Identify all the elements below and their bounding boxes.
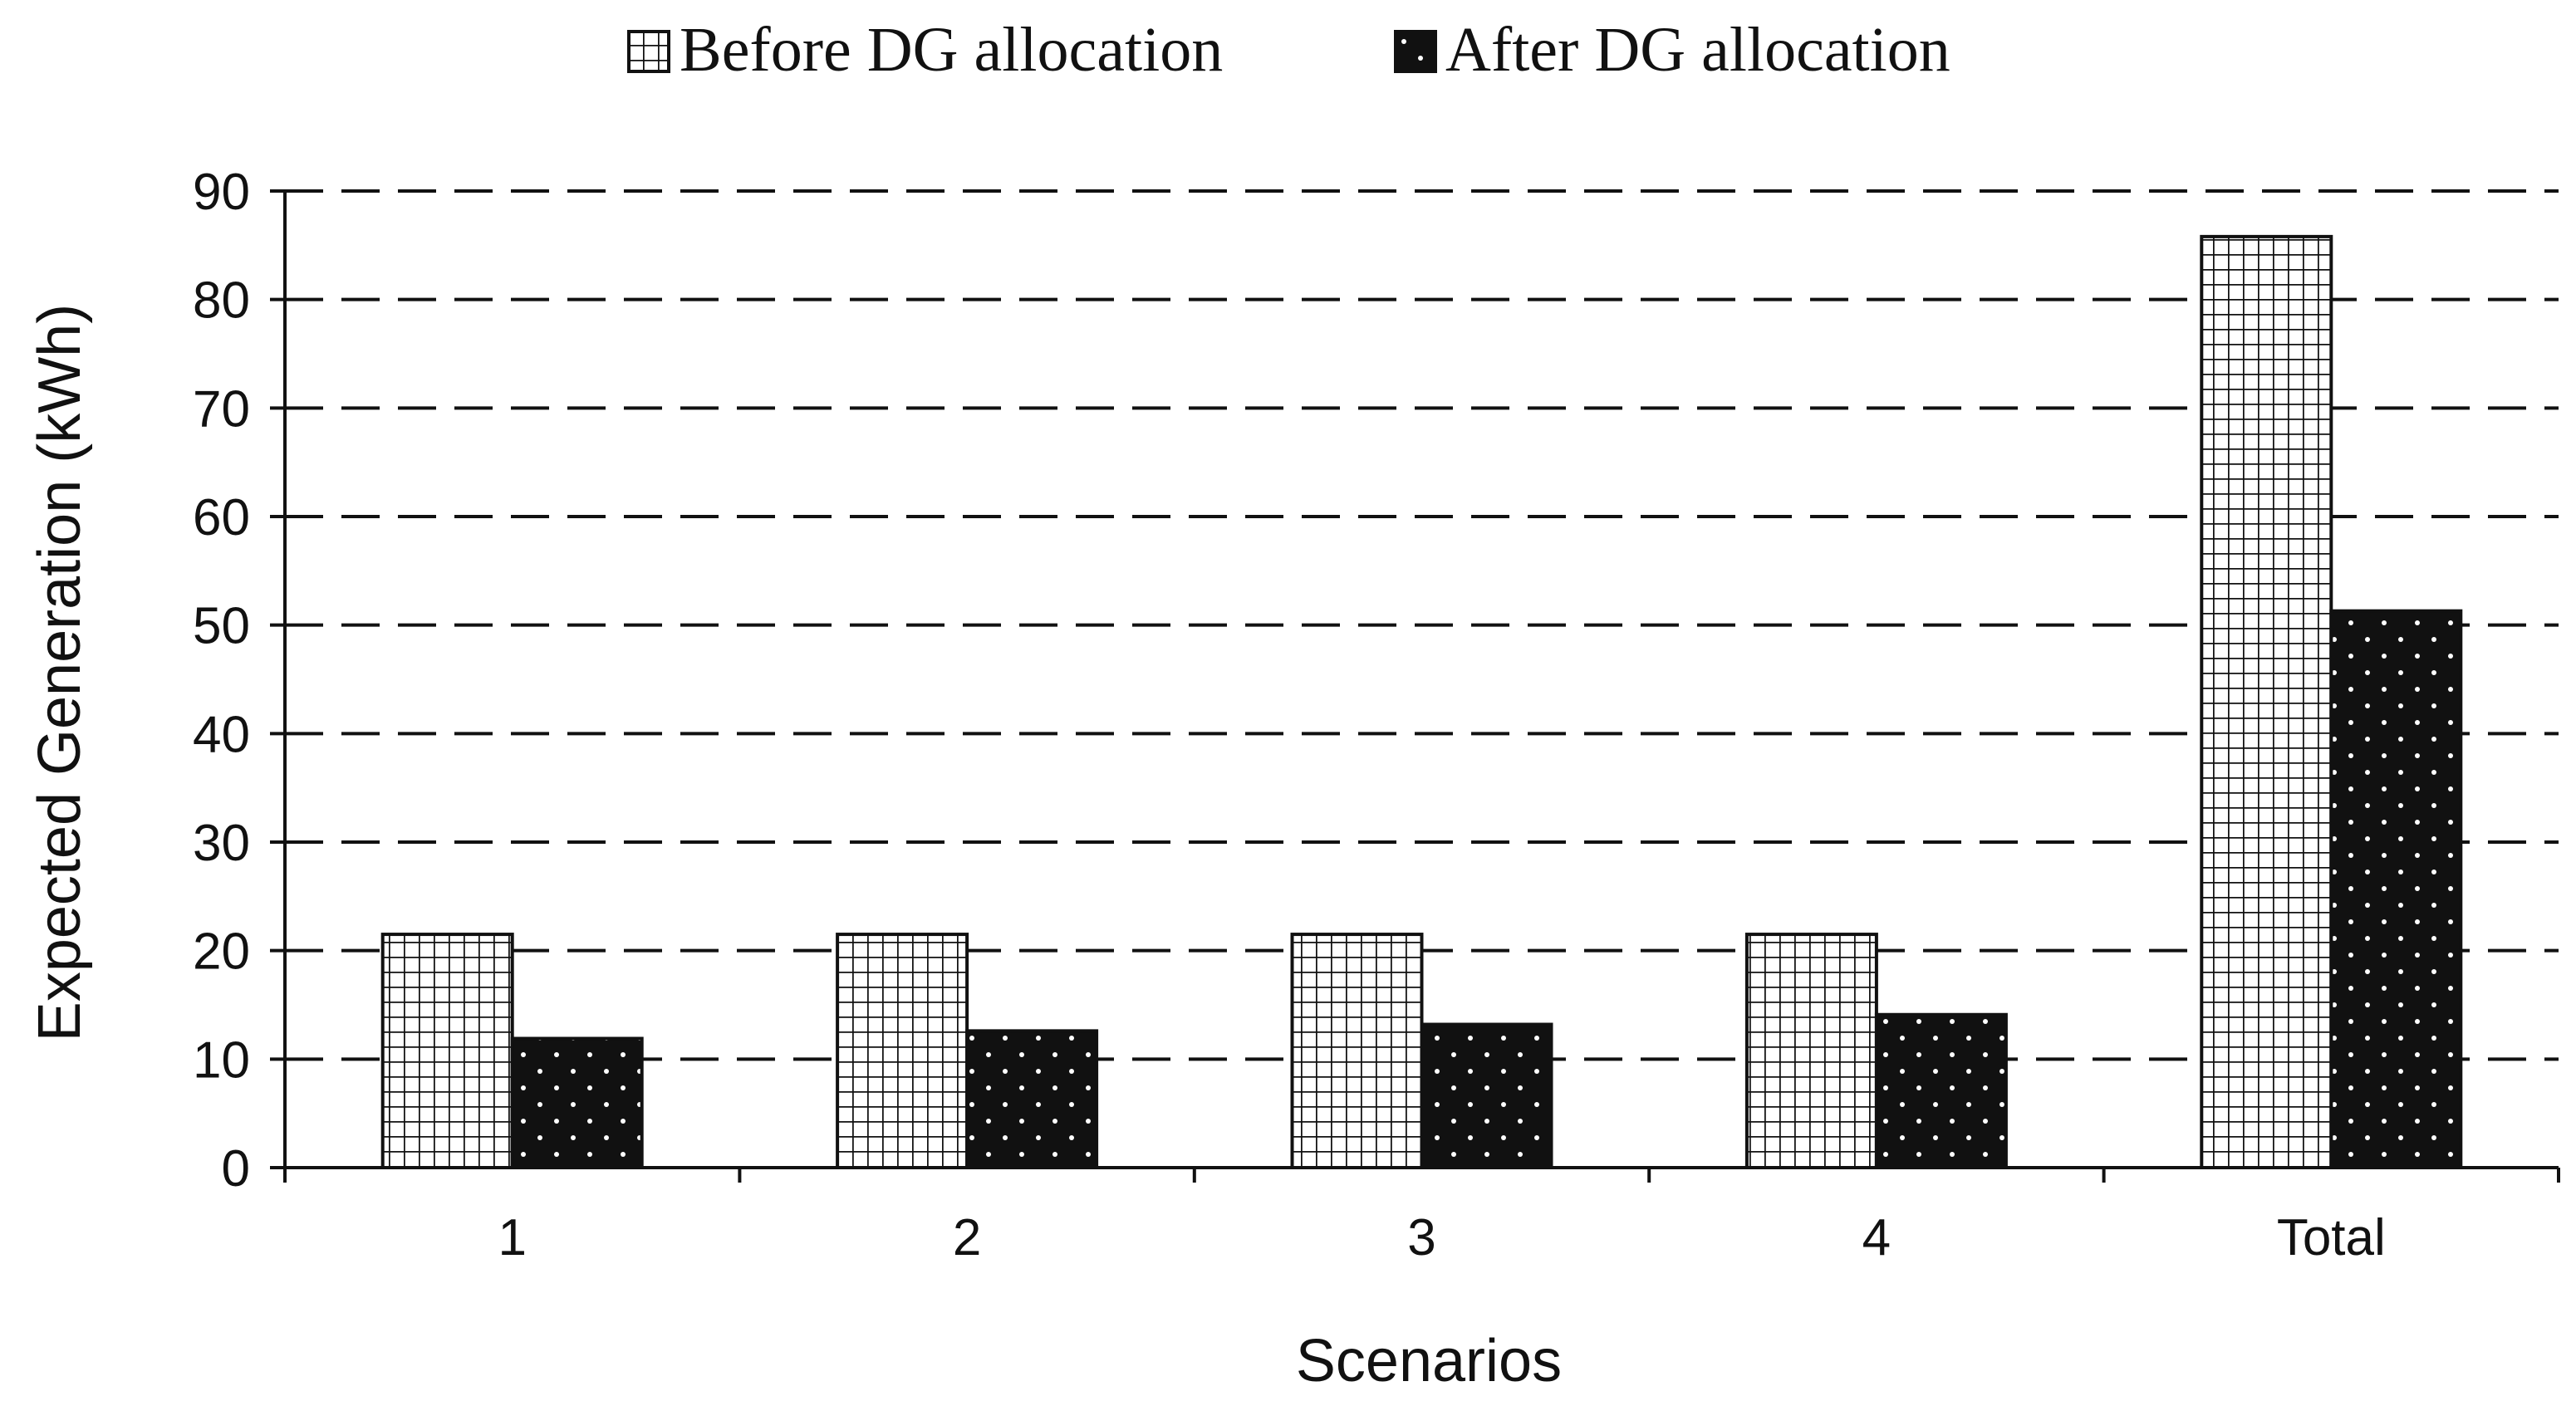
bar-after-4 — [1874, 1012, 2008, 1170]
x-tick-label-3: 3 — [1407, 1209, 1435, 1266]
x-tick-label-1: 1 — [498, 1209, 526, 1266]
bar-after-total — [2329, 609, 2463, 1169]
legend: Before DG allocation After DG allocation — [627, 15, 1950, 85]
y-axis-title: Expected Generation (kWh) — [27, 304, 93, 1041]
y-tick-label-90: 90 — [193, 164, 250, 221]
legend-label-before: Before DG allocation — [680, 15, 1223, 85]
y-tick-label-30: 30 — [193, 815, 250, 872]
y-tick-label-0: 0 — [222, 1140, 250, 1198]
bars — [380, 234, 2463, 1170]
x-tick-label-4: 4 — [1862, 1209, 1891, 1266]
bar-before-3 — [1290, 933, 1424, 1169]
x-tick-label-total: Total — [2277, 1209, 2386, 1266]
legend-item-after: After DG allocation — [1394, 15, 1950, 85]
bar-before-2 — [836, 933, 969, 1169]
y-axis-ticks: 0 10 20 30 40 50 60 70 80 90 — [193, 164, 285, 1198]
bar-before-4 — [1744, 933, 1878, 1169]
bar-after-1 — [510, 1036, 644, 1170]
legend-label-after: After DG allocation — [1445, 15, 1950, 85]
bar-after-3 — [1420, 1022, 1553, 1170]
legend-swatch-before — [627, 30, 670, 73]
x-axis-title: Scenarios — [1296, 1328, 1562, 1394]
y-tick-label-40: 40 — [193, 706, 250, 763]
bar-after-2 — [965, 1029, 1099, 1169]
x-tick-label-2: 2 — [953, 1209, 981, 1266]
x-axis-ticks: 1 2 3 4 Total — [283, 1168, 2560, 1266]
y-tick-label-60: 60 — [193, 489, 250, 546]
bar-before-total — [2200, 234, 2333, 1169]
y-tick-label-50: 50 — [193, 598, 250, 655]
legend-item-before: Before DG allocation — [627, 15, 1223, 85]
y-tick-label-80: 80 — [193, 272, 250, 330]
y-tick-label-70: 70 — [193, 380, 250, 438]
y-tick-label-20: 20 — [193, 923, 250, 981]
axes — [283, 191, 2559, 1169]
y-tick-label-10: 10 — [193, 1031, 250, 1089]
legend-swatch-after — [1394, 30, 1437, 73]
bar-before-1 — [380, 933, 514, 1169]
